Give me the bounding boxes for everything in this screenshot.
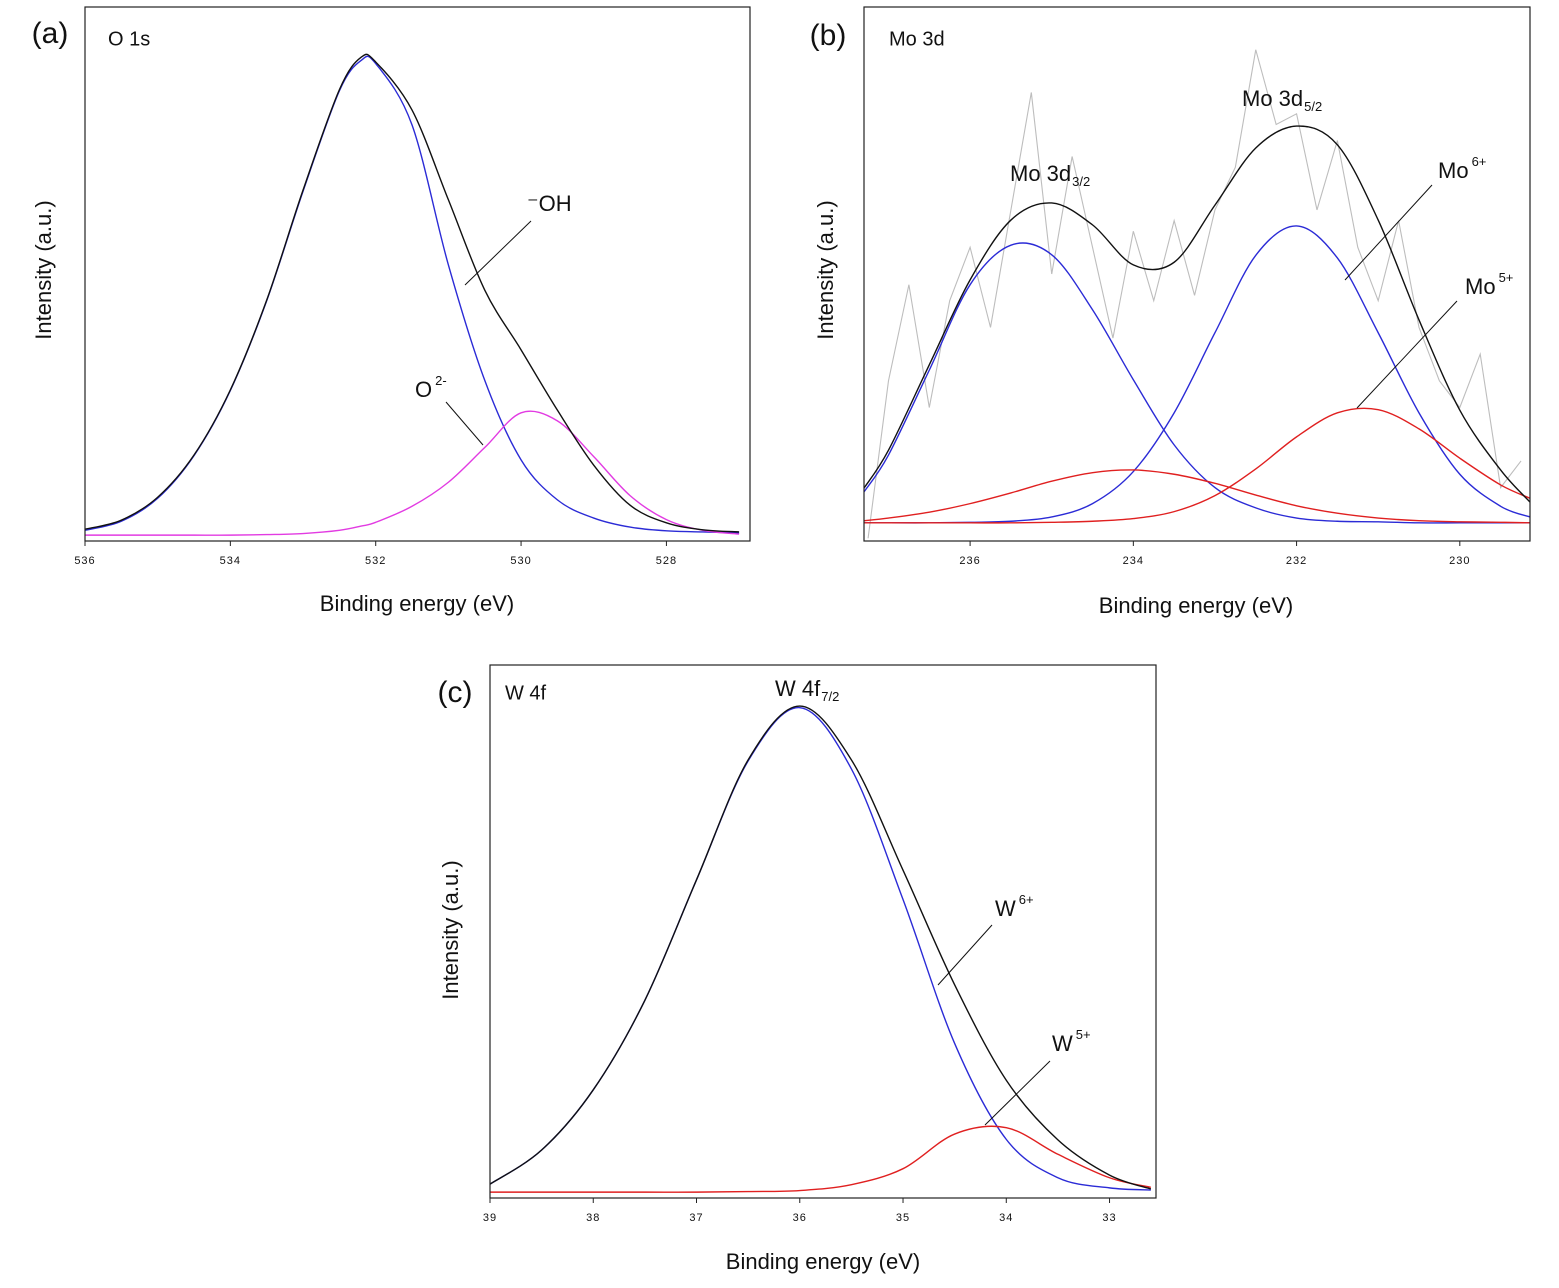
panel-title: W 4f: [505, 682, 547, 704]
plot-area: [85, 53, 740, 536]
annotation-sup: 5+: [1076, 1027, 1091, 1042]
x-axis-title: Binding energy (eV): [320, 591, 514, 616]
panel: 39 38 37 36 35 34 33 (c) W 4f Binding energy (eV)…: [438, 664, 1157, 1274]
x-tick-label: 38: [586, 1212, 600, 1224]
x-axis-title: Binding energy (eV): [726, 1249, 920, 1274]
annotation-text: Mo 3d: [1242, 86, 1303, 111]
x-tick-label: 234: [1123, 555, 1144, 567]
y-axis-title: Intensity (a.u.): [438, 860, 463, 999]
panel-label: (b): [810, 19, 847, 52]
panel-title: Mo 3d: [889, 28, 945, 50]
leader-line: [937, 924, 993, 986]
series-line: [490, 1125, 1151, 1193]
x-tick-label: 532: [365, 555, 386, 567]
y-axis-title: Intensity (a.u.): [813, 200, 838, 339]
annotation-text: Mo 3d: [1010, 161, 1071, 186]
series-line: [867, 49, 1522, 539]
series-line: [490, 705, 1152, 1190]
annotation: O 2-: [415, 373, 447, 401]
x-tick-label: 528: [656, 555, 677, 567]
leader-line: [445, 401, 484, 446]
annotation-sup: 6+: [1019, 892, 1034, 907]
panel-label: (c): [438, 676, 473, 709]
panel: 536 534 532 530 528 (a) O 1s Binding energy (eV…: [31, 6, 751, 616]
annotation-text: O: [415, 377, 432, 402]
series-line: [864, 469, 1530, 524]
x-tick-label: 34: [999, 1212, 1013, 1224]
x-tick-label: 35: [896, 1212, 910, 1224]
annotation: Mo 3d5/2: [1242, 86, 1322, 115]
x-tick-label: 39: [483, 1212, 497, 1224]
panel-title: O 1s: [108, 28, 150, 50]
plot-area: [864, 49, 1530, 539]
x-tick-label: 230: [1449, 555, 1470, 567]
x-tick-label: 534: [220, 555, 241, 567]
plot-frame: [863, 6, 1531, 542]
series-line: [85, 55, 740, 534]
panel: 236 234 232 230 (b) Mo 3d Binding energy (eV) I…: [810, 6, 1531, 618]
annotation-text: W: [995, 896, 1016, 921]
series-line: [864, 125, 1530, 503]
series-line: [85, 410, 740, 536]
annotation: W 5+: [1052, 1027, 1091, 1055]
x-tick-label: 232: [1286, 555, 1307, 567]
annotation: ⁻OH: [527, 191, 572, 216]
series-line: [85, 53, 740, 533]
plot-area: [490, 705, 1152, 1193]
series-line: [864, 407, 1530, 524]
annotation-sup: 2-: [435, 373, 447, 388]
plot-frame: [489, 664, 1157, 1199]
annotation-sup: 5+: [1499, 270, 1514, 285]
y-axis-title: Intensity (a.u.): [31, 200, 56, 339]
annotation-sub: 5/2: [1304, 99, 1322, 114]
panel-label: (a): [32, 17, 69, 50]
leader-line: [1356, 300, 1458, 409]
leader-line: [1344, 184, 1433, 281]
annotation-text: ⁻OH: [527, 191, 572, 216]
leader-line: [984, 1060, 1051, 1126]
annotation: Mo 5+: [1465, 270, 1513, 298]
annotation-sub: 3/2: [1072, 174, 1090, 189]
annotation: Mo 3d3/2: [1010, 161, 1090, 190]
x-tick-label: 37: [689, 1212, 703, 1224]
x-tick-label: 33: [1102, 1212, 1116, 1224]
x-tick-label: 530: [510, 555, 531, 567]
annotation: Mo 6+: [1438, 154, 1486, 182]
annotation: W 4f7/2: [775, 676, 839, 705]
annotation-text: Mo: [1438, 158, 1469, 183]
plot-frame: [84, 6, 751, 542]
annotation-sup: 6+: [1472, 154, 1487, 169]
series-line: [864, 242, 1530, 524]
x-tick-label: 536: [74, 555, 95, 567]
leader-line: [464, 220, 532, 286]
annotation-text: W: [1052, 1031, 1073, 1056]
annotation-text: Mo: [1465, 274, 1496, 299]
annotation-text: W 4f: [775, 676, 821, 701]
x-tick-label: 36: [793, 1212, 807, 1224]
series-line: [490, 706, 1151, 1191]
annotation: W 6+: [995, 892, 1034, 920]
annotation-sub: 7/2: [821, 689, 839, 704]
x-tick-label: 236: [959, 555, 980, 567]
x-axis-title: Binding energy (eV): [1099, 593, 1293, 618]
